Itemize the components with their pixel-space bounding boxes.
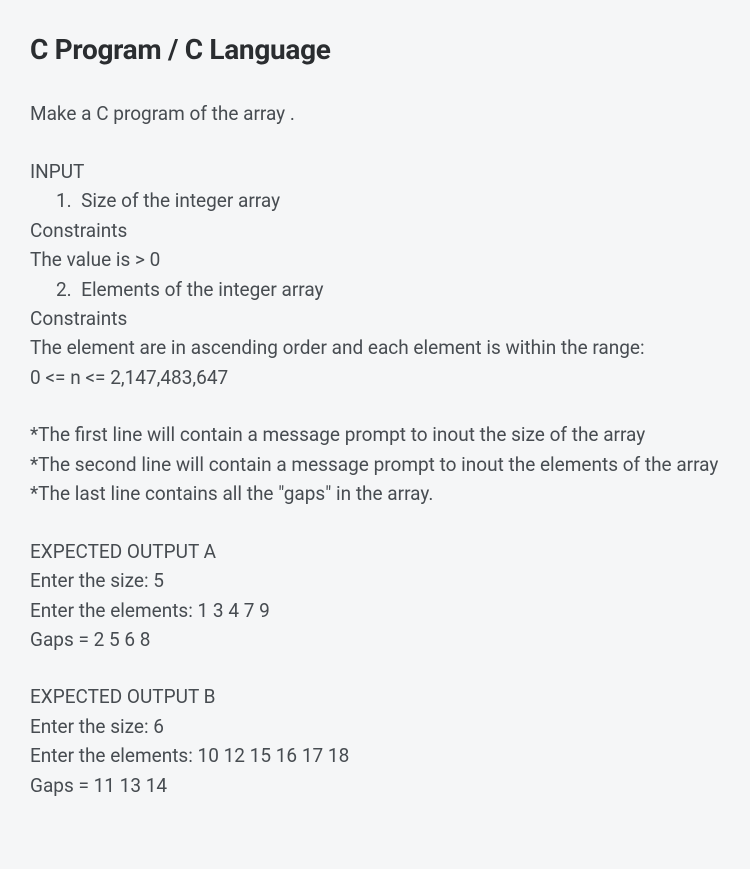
input-item-1: 1. Size of the integer array	[30, 186, 720, 215]
output-b-line-3: Gaps = 11 13 14	[30, 771, 720, 800]
output-a-line-1: Enter the size: 5	[30, 566, 720, 595]
input-item-2-text: Elements of the integer array	[81, 278, 323, 301]
output-b-line-1: Enter the size: 6	[30, 712, 720, 741]
note-1: *The first line will contain a message p…	[30, 420, 720, 449]
input-item-2: 2. Elements of the integer array	[30, 275, 720, 304]
note-3: *The last line contains all the "gaps" i…	[30, 479, 720, 508]
input-item-1-text: Size of the integer array	[81, 189, 280, 212]
input-item-1-num: 1.	[56, 189, 72, 212]
output-b-label: EXPECTED OUTPUT B	[30, 682, 720, 711]
output-a-label: EXPECTED OUTPUT A	[30, 537, 720, 566]
input-section: INPUT 1. Size of the integer array Const…	[30, 157, 720, 393]
constraints-2-text-2: 0 <= n <= 2,147,483,647	[30, 363, 720, 392]
constraints-1-text: The value is > 0	[30, 245, 720, 274]
output-a-line-3: Gaps = 2 5 6 8	[30, 625, 720, 654]
constraints-2-label: Constraints	[30, 304, 720, 333]
output-b-line-2: Enter the elements: 10 12 15 16 17 18	[30, 741, 720, 770]
output-a-line-2: Enter the elements: 1 3 4 7 9	[30, 596, 720, 625]
constraints-2-text-1: The element are in ascending order and e…	[30, 333, 720, 362]
notes-section: *The first line will contain a message p…	[30, 420, 720, 508]
intro-text: Make a C program of the array .	[30, 99, 720, 128]
page-title: C Program / C Language	[30, 28, 720, 71]
note-2: *The second line will contain a message …	[30, 450, 720, 479]
constraints-1-label: Constraints	[30, 216, 720, 245]
input-item-2-num: 2.	[56, 278, 72, 301]
output-a-section: EXPECTED OUTPUT A Enter the size: 5 Ente…	[30, 537, 720, 655]
output-b-section: EXPECTED OUTPUT B Enter the size: 6 Ente…	[30, 682, 720, 800]
input-label: INPUT	[30, 157, 720, 186]
